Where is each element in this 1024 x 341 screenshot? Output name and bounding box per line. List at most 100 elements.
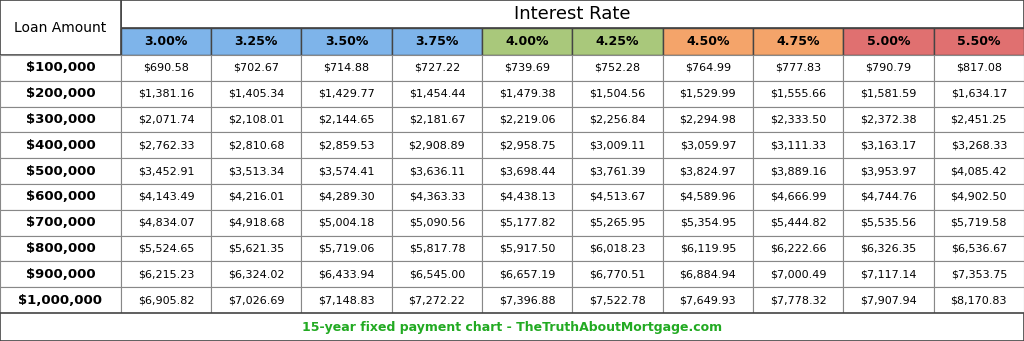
Text: $3,059.97: $3,059.97 xyxy=(680,140,736,150)
Text: 3.25%: 3.25% xyxy=(234,35,278,48)
Bar xyxy=(844,287,934,313)
Text: 3.75%: 3.75% xyxy=(416,35,459,48)
Bar xyxy=(753,262,844,287)
Text: $1,405.34: $1,405.34 xyxy=(228,89,285,99)
Bar xyxy=(0,313,1024,341)
Text: 5.00%: 5.00% xyxy=(866,35,910,48)
Text: $2,762.33: $2,762.33 xyxy=(138,140,195,150)
Bar xyxy=(211,184,301,210)
Text: $4,289.30: $4,289.30 xyxy=(318,192,375,202)
Text: 4.50%: 4.50% xyxy=(686,35,730,48)
Text: $5,090.56: $5,090.56 xyxy=(409,218,465,228)
Bar xyxy=(0,0,121,55)
Bar xyxy=(301,158,392,184)
Text: $5,444.82: $5,444.82 xyxy=(770,218,826,228)
Bar xyxy=(934,81,1024,107)
Bar xyxy=(392,132,482,158)
Bar xyxy=(121,184,211,210)
Bar xyxy=(392,184,482,210)
Bar xyxy=(844,81,934,107)
Bar xyxy=(211,158,301,184)
Text: $2,810.68: $2,810.68 xyxy=(228,140,285,150)
Text: $100,000: $100,000 xyxy=(26,61,95,74)
Text: $4,902.50: $4,902.50 xyxy=(950,192,1007,202)
Bar xyxy=(121,287,211,313)
Bar xyxy=(482,107,572,132)
Text: $900,000: $900,000 xyxy=(26,268,95,281)
Text: $817.08: $817.08 xyxy=(955,63,1001,73)
Bar xyxy=(663,107,753,132)
Bar xyxy=(482,262,572,287)
Bar xyxy=(663,132,753,158)
Bar xyxy=(663,287,753,313)
Bar xyxy=(753,184,844,210)
Bar xyxy=(482,236,572,262)
Text: $2,219.06: $2,219.06 xyxy=(499,115,555,124)
Text: $7,272.22: $7,272.22 xyxy=(409,295,465,305)
Bar xyxy=(572,81,663,107)
Bar xyxy=(572,210,663,236)
Text: $4,834.07: $4,834.07 xyxy=(137,218,195,228)
Text: $7,148.83: $7,148.83 xyxy=(318,295,375,305)
Bar xyxy=(482,210,572,236)
Text: $500,000: $500,000 xyxy=(26,165,95,178)
Text: $4,744.76: $4,744.76 xyxy=(860,192,916,202)
Text: $7,778.32: $7,778.32 xyxy=(770,295,826,305)
Text: $5,004.18: $5,004.18 xyxy=(318,218,375,228)
Text: $6,324.02: $6,324.02 xyxy=(228,269,285,279)
Text: $5,817.78: $5,817.78 xyxy=(409,243,465,253)
Bar xyxy=(572,158,663,184)
Text: $7,026.69: $7,026.69 xyxy=(228,295,285,305)
Text: $6,433.94: $6,433.94 xyxy=(318,269,375,279)
Text: $1,479.38: $1,479.38 xyxy=(499,89,556,99)
Bar xyxy=(572,28,663,55)
Bar xyxy=(572,132,663,158)
Text: $6,018.23: $6,018.23 xyxy=(590,243,646,253)
Text: $5,621.35: $5,621.35 xyxy=(228,243,285,253)
Bar xyxy=(934,262,1024,287)
Bar xyxy=(482,55,572,81)
Bar xyxy=(121,107,211,132)
Bar xyxy=(753,28,844,55)
Text: 15-year fixed payment chart - TheTruthAboutMortgage.com: 15-year fixed payment chart - TheTruthAb… xyxy=(302,321,722,333)
Bar xyxy=(392,158,482,184)
Text: $6,545.00: $6,545.00 xyxy=(409,269,465,279)
Bar xyxy=(572,55,663,81)
Text: $2,859.53: $2,859.53 xyxy=(318,140,375,150)
Bar xyxy=(301,81,392,107)
Bar xyxy=(844,236,934,262)
Bar xyxy=(663,158,753,184)
Bar xyxy=(392,28,482,55)
Bar xyxy=(663,184,753,210)
Text: $7,396.88: $7,396.88 xyxy=(499,295,556,305)
Bar xyxy=(392,287,482,313)
Text: $2,372.38: $2,372.38 xyxy=(860,115,916,124)
Text: $7,353.75: $7,353.75 xyxy=(950,269,1007,279)
Text: $4,363.33: $4,363.33 xyxy=(409,192,465,202)
Bar xyxy=(0,132,121,158)
Text: $7,649.93: $7,649.93 xyxy=(680,295,736,305)
Text: $752.28: $752.28 xyxy=(595,63,641,73)
Text: $3,009.11: $3,009.11 xyxy=(590,140,646,150)
Text: $714.88: $714.88 xyxy=(324,63,370,73)
Bar xyxy=(392,210,482,236)
Bar xyxy=(121,28,211,55)
Text: $7,522.78: $7,522.78 xyxy=(589,295,646,305)
Text: $7,117.14: $7,117.14 xyxy=(860,269,916,279)
Bar xyxy=(482,81,572,107)
Text: $6,536.67: $6,536.67 xyxy=(950,243,1007,253)
Bar xyxy=(934,28,1024,55)
Text: $2,294.98: $2,294.98 xyxy=(680,115,736,124)
Bar xyxy=(753,210,844,236)
Bar xyxy=(753,55,844,81)
Bar xyxy=(211,81,301,107)
Bar xyxy=(392,55,482,81)
Bar xyxy=(572,236,663,262)
Text: $8,170.83: $8,170.83 xyxy=(950,295,1007,305)
Text: $3,163.17: $3,163.17 xyxy=(860,140,916,150)
Bar xyxy=(844,262,934,287)
Text: $300,000: $300,000 xyxy=(26,113,95,126)
Text: $4,438.13: $4,438.13 xyxy=(499,192,555,202)
Text: $2,256.84: $2,256.84 xyxy=(589,115,646,124)
Text: $3,761.39: $3,761.39 xyxy=(590,166,646,176)
